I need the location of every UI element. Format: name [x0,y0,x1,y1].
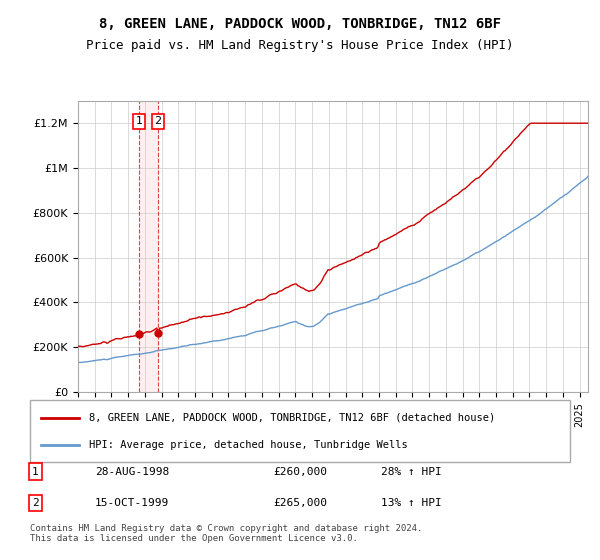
Text: 1: 1 [32,466,39,477]
Text: HPI: Average price, detached house, Tunbridge Wells: HPI: Average price, detached house, Tunb… [89,440,408,450]
FancyBboxPatch shape [30,400,570,462]
Text: £260,000: £260,000 [273,466,327,477]
Text: 13% ↑ HPI: 13% ↑ HPI [381,498,442,508]
Text: 8, GREEN LANE, PADDOCK WOOD, TONBRIDGE, TN12 6BF (detached house): 8, GREEN LANE, PADDOCK WOOD, TONBRIDGE, … [89,413,496,423]
Text: 1: 1 [136,116,143,127]
Text: 28-AUG-1998: 28-AUG-1998 [95,466,169,477]
Text: 2: 2 [155,116,161,127]
Text: 8, GREEN LANE, PADDOCK WOOD, TONBRIDGE, TN12 6BF: 8, GREEN LANE, PADDOCK WOOD, TONBRIDGE, … [99,17,501,31]
Text: £265,000: £265,000 [273,498,327,508]
Text: 15-OCT-1999: 15-OCT-1999 [95,498,169,508]
Text: 28% ↑ HPI: 28% ↑ HPI [381,466,442,477]
Text: Price paid vs. HM Land Registry's House Price Index (HPI): Price paid vs. HM Land Registry's House … [86,39,514,52]
Text: 2: 2 [32,498,39,508]
Text: Contains HM Land Registry data © Crown copyright and database right 2024.
This d: Contains HM Land Registry data © Crown c… [30,524,422,543]
